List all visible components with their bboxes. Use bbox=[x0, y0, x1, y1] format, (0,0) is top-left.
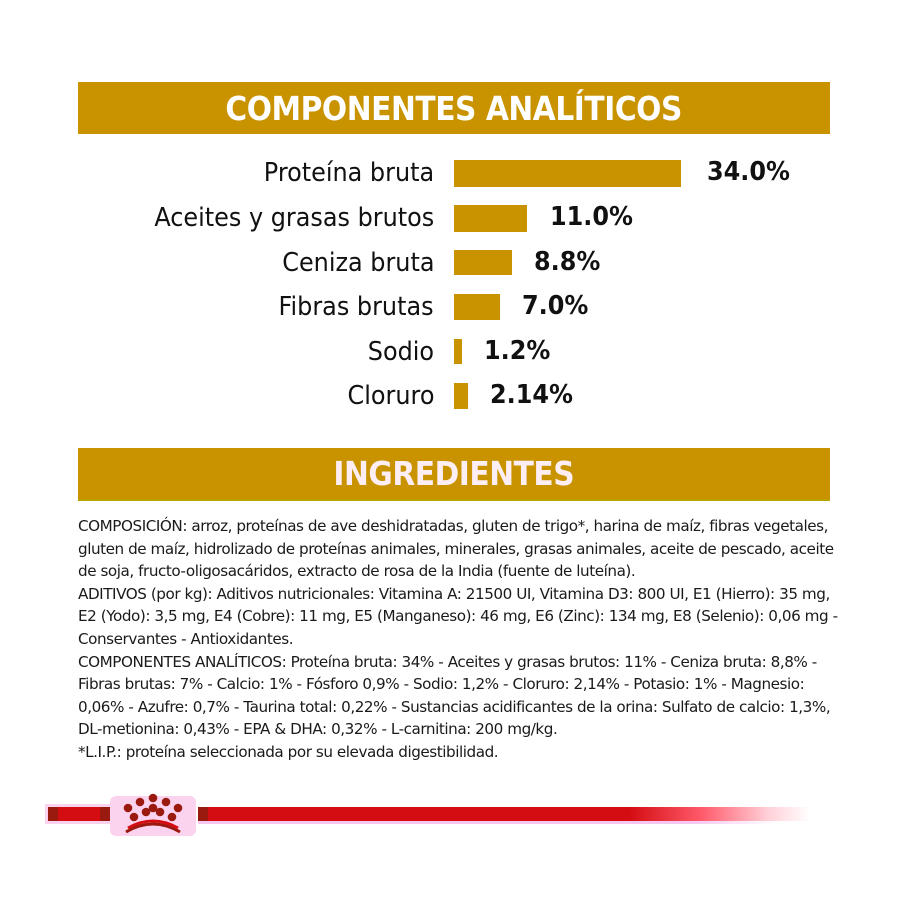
chart-bar bbox=[454, 250, 512, 275]
ingredients-title: INGREDIENTES bbox=[333, 454, 575, 493]
footer-stripe-right bbox=[198, 807, 810, 821]
chart-label: Ceniza bruta bbox=[281, 248, 434, 278]
chart-label: Cloruro bbox=[347, 381, 434, 411]
chart-row-fiber: Fibras brutas 7.0% bbox=[0, 291, 900, 322]
chart-value: 2.14% bbox=[490, 380, 573, 410]
ingredients-text: COMPOSICIÓN: arroz, proteínas de ave des… bbox=[78, 515, 838, 764]
chart-label: Fibras brutas bbox=[278, 292, 434, 322]
footer-stripe-left bbox=[48, 807, 110, 821]
chart-label: Aceites y grasas brutos bbox=[154, 203, 434, 233]
chart-value: 7.0% bbox=[522, 291, 589, 321]
chart-row-chloride: Cloruro 2.14% bbox=[0, 380, 900, 411]
ingredients-header-band: INGREDIENTES bbox=[78, 448, 830, 501]
chart-bar bbox=[454, 339, 462, 364]
chart-label: Sodio bbox=[367, 337, 434, 367]
chart-value: 1.2% bbox=[484, 336, 551, 366]
analytical-paragraph: COMPONENTES ANALÍTICOS: Proteína bruta: … bbox=[78, 652, 831, 739]
brand-footer bbox=[0, 790, 900, 840]
chart-value: 11.0% bbox=[550, 202, 633, 232]
chart-bar bbox=[454, 294, 500, 320]
chart-bar bbox=[454, 205, 527, 232]
analytics-title: COMPONENTES ANALÍTICOS bbox=[225, 88, 683, 128]
additives-paragraph: ADITIVOS (por kg): Aditivos nutricionale… bbox=[78, 584, 838, 648]
analytics-header-band: COMPONENTES ANALÍTICOS bbox=[78, 82, 830, 134]
chart-bar bbox=[454, 160, 681, 187]
footer-stripe-left-end bbox=[100, 807, 110, 821]
chart-row-fats: Aceites y grasas brutos 11.0% bbox=[0, 202, 900, 233]
chart-row-protein: Proteína bruta 34.0% bbox=[0, 157, 900, 188]
composition-paragraph: COMPOSICIÓN: arroz, proteínas de ave des… bbox=[78, 517, 834, 581]
chart-row-sodium: Sodio 1.2% bbox=[0, 336, 900, 367]
chart-label: Proteína bruta bbox=[263, 158, 434, 188]
crown-logo-icon bbox=[110, 793, 196, 836]
chart-value: 34.0% bbox=[707, 157, 790, 187]
chart-bar bbox=[454, 383, 468, 409]
footnote-paragraph: *L.I.P.: proteína seleccionada por su el… bbox=[78, 742, 499, 761]
footer-stripe-underline bbox=[198, 821, 778, 824]
chart-row-ash: Ceniza bruta 8.8% bbox=[0, 247, 900, 278]
chart-value: 8.8% bbox=[534, 247, 601, 277]
